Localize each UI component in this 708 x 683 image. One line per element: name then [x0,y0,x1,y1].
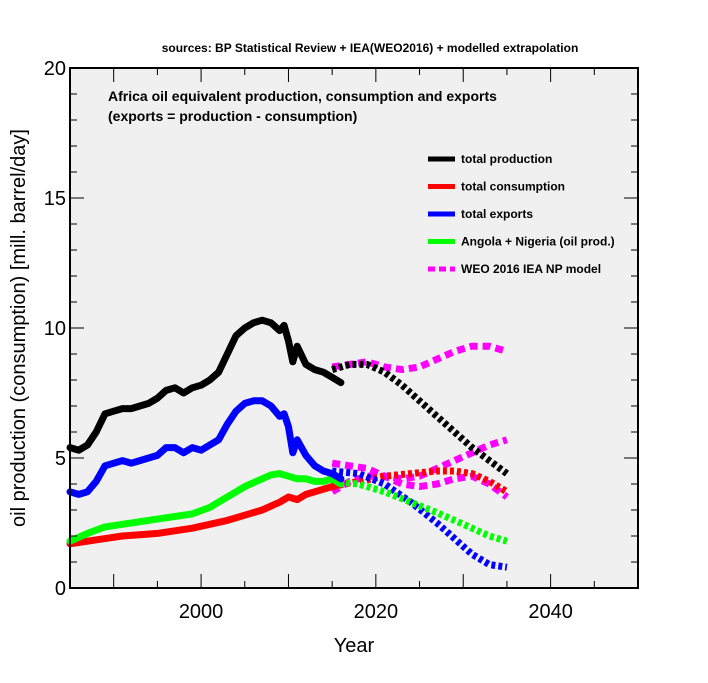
legend-label: total production [461,152,552,166]
legend-label: Angola + Nigeria (oil prod.) [461,235,615,249]
series-layer [66,316,509,571]
legend-label: WEO 2016 IEA NP model [461,262,601,276]
series-line-weo_mid [331,459,509,500]
series-line-production_model [331,360,509,477]
series-line-angola_nigeria [66,470,345,545]
series-line-exports_model [331,467,508,571]
x-tick-label: 2000 [179,601,224,623]
ticks-layer: 2000 2020 2040 0 5 10 15 20 [44,58,639,623]
y-tick-label: 5 [55,448,66,470]
series-line-angola_nigeria_model [331,477,508,545]
source-note: sources: BP Statistical Review + IEA(WEO… [162,41,579,55]
series-line-consumption [66,480,345,548]
series-line-exports [66,397,345,498]
y-tick-label: 0 [55,578,66,600]
x-tick-label: 2020 [354,601,399,623]
legend: total production total consumption total e… [428,152,615,276]
y-tick-label: 20 [44,58,66,80]
legend-label: total consumption [461,180,565,194]
y-tick-label: 10 [44,318,66,340]
x-axis-label: Year [334,635,375,657]
plot-frame [69,67,639,589]
y-axis-label: oil production (consumption) [mill. barr… [8,129,30,527]
y-tick-label: 15 [44,188,66,210]
series-line-production [66,316,345,454]
x-tick-label: 2040 [528,601,573,623]
chart-title-line1: Africa oil equivalent production, consum… [108,88,497,104]
chart-title-line2: (exports = production - consumption) [108,108,357,124]
plot-background [70,68,638,588]
legend-label: total exports [461,207,533,221]
